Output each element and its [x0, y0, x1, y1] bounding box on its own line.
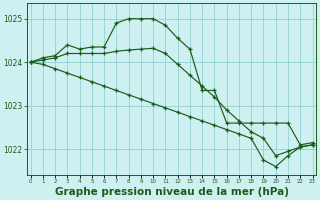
X-axis label: Graphe pression niveau de la mer (hPa): Graphe pression niveau de la mer (hPa) [54, 187, 289, 197]
